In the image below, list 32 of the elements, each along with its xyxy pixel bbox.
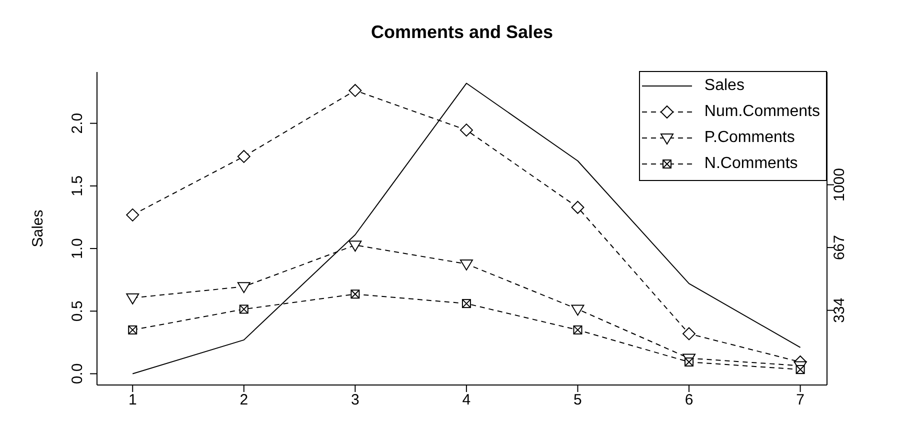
point [460,124,473,137]
y2-tick-label: 667 [831,235,848,260]
point [348,84,362,97]
y-axis-title: Sales [29,210,46,248]
point [682,327,696,340]
x-tick-label: 2 [240,392,248,409]
point [126,293,140,304]
y2-tick-label: 334 [831,298,848,323]
point [460,259,473,270]
x-tick-label: 1 [128,392,137,409]
legend-label: Num.Comments [704,102,820,122]
y-tick-label: 2.0 [69,112,86,134]
legend-label: Sales [704,76,744,96]
legend-label: N.Comments [704,154,798,174]
chart-title: Comments and Sales [370,22,554,43]
y-tick-label: 0.5 [69,300,86,322]
point [126,208,140,222]
x-tick-label: 7 [796,392,804,409]
point [571,304,584,316]
point [571,200,584,214]
y-tick-label: 1.5 [69,176,86,196]
point [237,150,250,163]
y-tick-label: 0.0 [69,363,86,384]
x-tick-label: 5 [574,392,582,409]
legend-label: P.Comments [704,128,795,148]
x-tick-label: 3 [351,392,360,409]
x-tick-label: 6 [684,392,694,409]
point [348,240,362,252]
y2-tick-label: 1000 [831,168,848,202]
point [237,282,250,294]
x-tick-label: 4 [462,392,471,409]
y-tick-label: 1.0 [69,238,86,259]
